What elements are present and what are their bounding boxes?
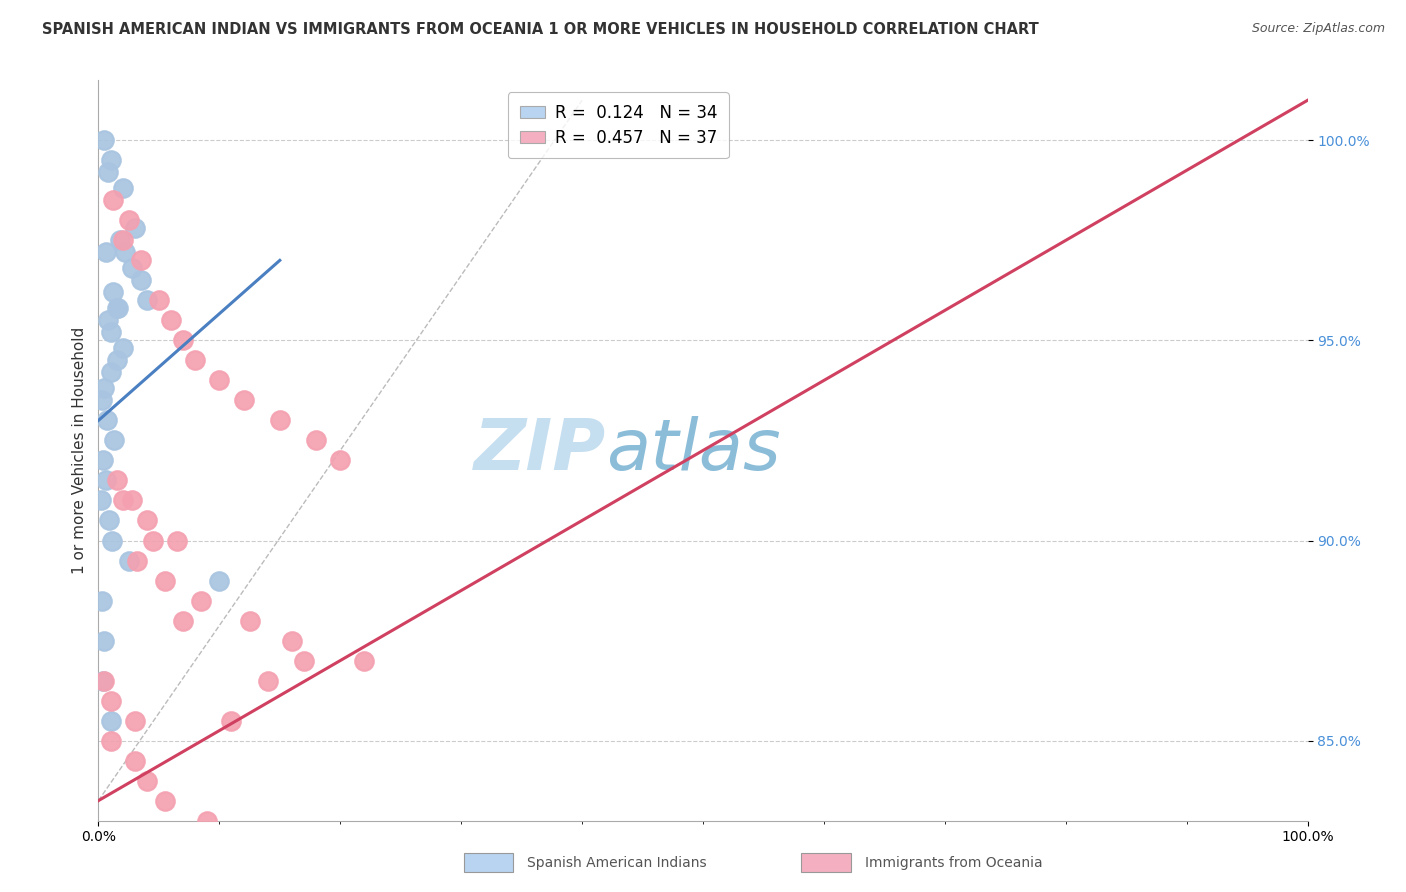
Point — [94, 245, 117, 260]
Point — [148, 293, 170, 308]
Point — [91, 453, 114, 467]
Point — [256, 673, 278, 688]
Point — [94, 474, 117, 488]
Point — [100, 714, 122, 728]
Point — [239, 614, 262, 628]
Point — [97, 313, 120, 327]
Point — [98, 514, 121, 528]
Point — [100, 366, 122, 380]
Point — [90, 493, 112, 508]
Point — [305, 434, 328, 448]
Point — [172, 614, 194, 628]
Point — [97, 165, 120, 179]
Point — [93, 633, 115, 648]
Point — [100, 533, 122, 548]
Point — [91, 393, 114, 408]
Point — [208, 373, 231, 387]
Point — [121, 493, 143, 508]
Point — [124, 754, 146, 768]
Point — [114, 245, 136, 260]
Point — [111, 493, 134, 508]
Text: Source: ZipAtlas.com: Source: ZipAtlas.com — [1251, 22, 1385, 36]
Point — [269, 413, 291, 427]
Point — [111, 342, 134, 356]
Point — [105, 353, 128, 368]
Point — [166, 533, 188, 548]
Point — [281, 633, 304, 648]
Legend: R =  0.124   N = 34, R =  0.457   N = 37: R = 0.124 N = 34, R = 0.457 N = 37 — [508, 92, 728, 158]
Point — [135, 293, 157, 308]
Point — [93, 673, 115, 688]
Point — [221, 714, 243, 728]
Text: SPANISH AMERICAN INDIAN VS IMMIGRANTS FROM OCEANIA 1 OR MORE VEHICLES IN HOUSEHO: SPANISH AMERICAN INDIAN VS IMMIGRANTS FR… — [42, 22, 1039, 37]
Point — [129, 253, 152, 268]
Point — [353, 654, 375, 668]
Point — [100, 733, 122, 747]
Point — [111, 181, 134, 195]
Point — [153, 574, 176, 588]
Y-axis label: 1 or more Vehicles in Household: 1 or more Vehicles in Household — [72, 326, 87, 574]
Point — [121, 261, 143, 276]
Text: ZIP: ZIP — [474, 416, 606, 485]
Point — [105, 301, 128, 316]
Point — [91, 593, 114, 607]
Point — [118, 553, 141, 567]
Text: Spanish American Indians: Spanish American Indians — [527, 855, 707, 870]
Point — [101, 194, 124, 208]
Point — [93, 381, 115, 395]
Point — [103, 434, 125, 448]
Point — [195, 814, 218, 828]
Point — [142, 533, 165, 548]
Point — [107, 301, 129, 316]
Point — [100, 693, 122, 707]
Point — [135, 773, 157, 788]
Point — [329, 453, 352, 467]
Text: Immigrants from Oceania: Immigrants from Oceania — [865, 855, 1042, 870]
Point — [160, 313, 183, 327]
Point — [124, 714, 146, 728]
Point — [184, 353, 207, 368]
Text: atlas: atlas — [606, 416, 780, 485]
Point — [118, 213, 141, 227]
Point — [190, 593, 212, 607]
Point — [91, 673, 114, 688]
Point — [208, 574, 231, 588]
Point — [100, 326, 122, 340]
Point — [108, 233, 131, 247]
Point — [111, 233, 134, 247]
Point — [127, 553, 149, 567]
Point — [101, 285, 124, 300]
Point — [124, 221, 146, 235]
Point — [172, 334, 194, 348]
Point — [135, 514, 157, 528]
Point — [96, 413, 118, 427]
Point — [105, 474, 128, 488]
Point — [292, 654, 315, 668]
Point — [93, 133, 115, 147]
Point — [100, 153, 122, 168]
Point — [232, 393, 254, 408]
Point — [153, 794, 176, 808]
Point — [129, 273, 152, 287]
